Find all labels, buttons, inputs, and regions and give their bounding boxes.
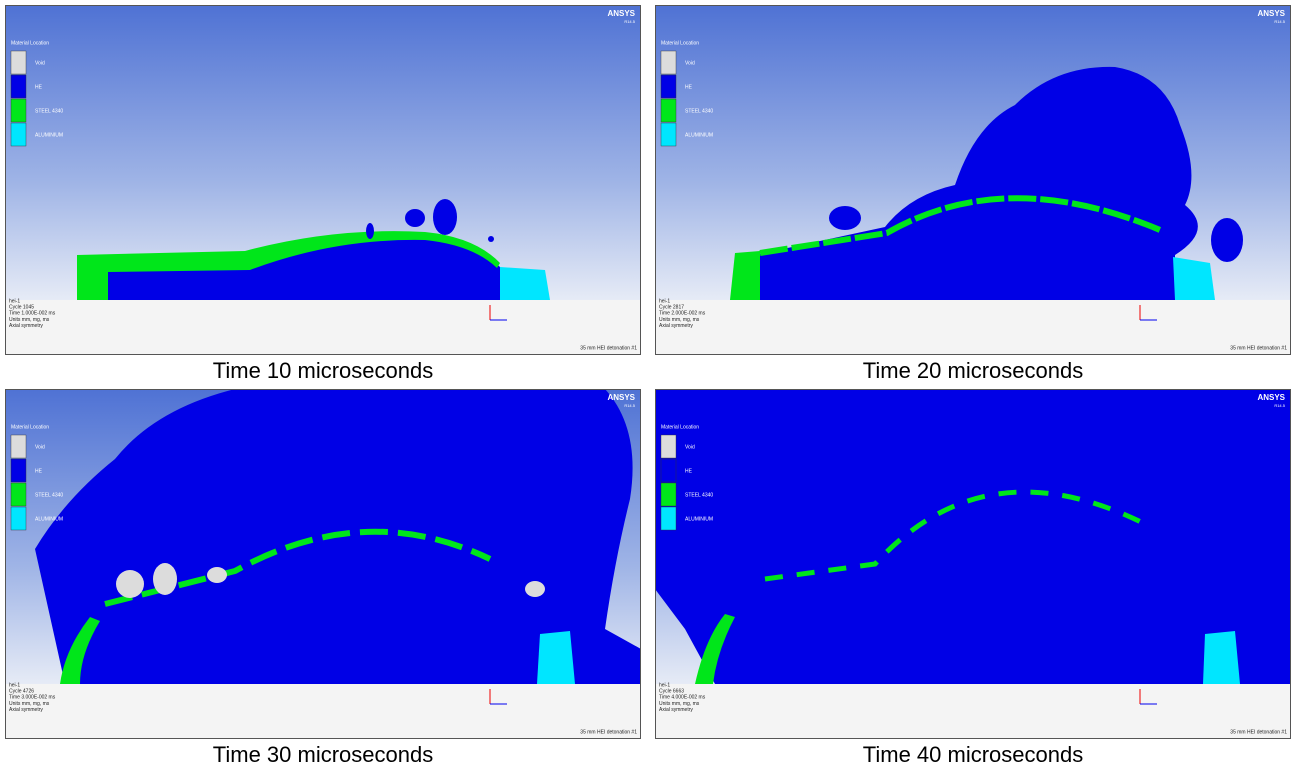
legend-label: HE [35,84,43,90]
material-region [116,570,144,598]
legend-swatch [661,123,676,146]
legend-swatch [661,483,676,506]
version: R14.5 [624,403,635,408]
info-line: Cycle 6663 [659,689,684,695]
legend-label: STEEL 4340 [35,492,63,498]
logo: ANSYS [1257,393,1285,402]
legend-swatch [661,51,676,74]
legend-swatch [11,507,26,530]
logo: ANSYS [607,9,635,18]
legend-swatch [11,75,26,98]
legend-label: ALUMINIUM [685,132,713,138]
material-region [1203,631,1240,684]
legend-title: Material Location [661,424,699,430]
info-line: Units mm, mg, ms [659,701,700,707]
footer: 35 mm HEI detonation #1 [1230,345,1287,351]
material-region [405,209,425,227]
info-line: Cycle 1045 [9,305,34,311]
caption: Time 40 microseconds [863,742,1083,767]
info-line: hei-1 [9,298,20,304]
legend-title: Material Location [11,40,49,46]
logo: ANSYS [1257,9,1285,18]
legend-title: Material Location [661,40,699,46]
caption: Time 10 microseconds [213,358,433,383]
legend-label: ALUMINIUM [685,516,713,522]
info-line: Axial symmetry [9,707,43,713]
legend-title: Material Location [11,424,49,430]
legend-swatch [11,99,26,122]
footer: 35 mm HEI detonation #1 [580,729,637,735]
material-region [730,251,760,300]
info-line: Units mm, mg, ms [9,317,50,323]
material-region [537,631,575,684]
legend-swatch [11,435,26,458]
material-region [829,206,861,230]
info-line: hei-1 [659,682,670,688]
figure: ANSYSR14.5Material LocationVoidHESTEEL 4… [0,0,1295,769]
legend-swatch [11,123,26,146]
legend-label: HE [35,468,43,474]
legend-swatch [661,459,676,482]
legend-label: STEEL 4340 [685,492,713,498]
legend-label: STEEL 4340 [685,108,713,114]
info-line: Time 4.000E-002 ms [659,695,706,701]
legend-label: STEEL 4340 [35,108,63,114]
info-line: Time 3.000E-002 ms [9,695,56,701]
info-line: Axial symmetry [9,323,43,329]
material-region [207,567,227,583]
legend-label: ALUMINIUM [35,132,63,138]
version: R14.5 [1274,403,1285,408]
info-line: Axial symmetry [659,323,693,329]
material-region [655,389,1291,684]
material-region [525,581,545,597]
material-region [366,223,374,239]
footer: 35 mm HEI detonation #1 [1230,729,1287,735]
info-line: Units mm, mg, ms [9,701,50,707]
legend-swatch [11,51,26,74]
material-region [500,267,550,300]
material-region [1173,257,1215,300]
material-region [433,199,457,235]
caption: Time 30 microseconds [213,742,433,767]
info-line: Cycle 4726 [9,689,34,695]
info-line: Time 1.000E-002 ms [9,311,56,317]
logo: ANSYS [607,393,635,402]
legend-swatch [11,459,26,482]
material-region [153,563,177,595]
legend-swatch [661,99,676,122]
info-line: Time 2.000E-002 ms [659,311,706,317]
legend-swatch [661,75,676,98]
legend-label: Void [685,444,695,450]
legend-swatch [661,435,676,458]
legend-label: HE [685,84,693,90]
legend-label: Void [35,60,45,66]
info-line: Units mm, mg, ms [659,317,700,323]
footer: 35 mm HEI detonation #1 [580,345,637,351]
info-line: Cycle 2817 [659,305,684,311]
legend-label: Void [35,444,45,450]
caption: Time 20 microseconds [863,358,1083,383]
info-line: hei-1 [659,298,670,304]
legend-label: HE [685,468,693,474]
legend-swatch [661,507,676,530]
legend-label: Void [685,60,695,66]
info-line: Axial symmetry [659,707,693,713]
material-region [488,236,494,242]
version: R14.5 [624,19,635,24]
info-line: hei-1 [9,682,20,688]
legend-label: ALUMINIUM [35,516,63,522]
material-region [1211,218,1243,262]
legend-swatch [11,483,26,506]
version: R14.5 [1274,19,1285,24]
